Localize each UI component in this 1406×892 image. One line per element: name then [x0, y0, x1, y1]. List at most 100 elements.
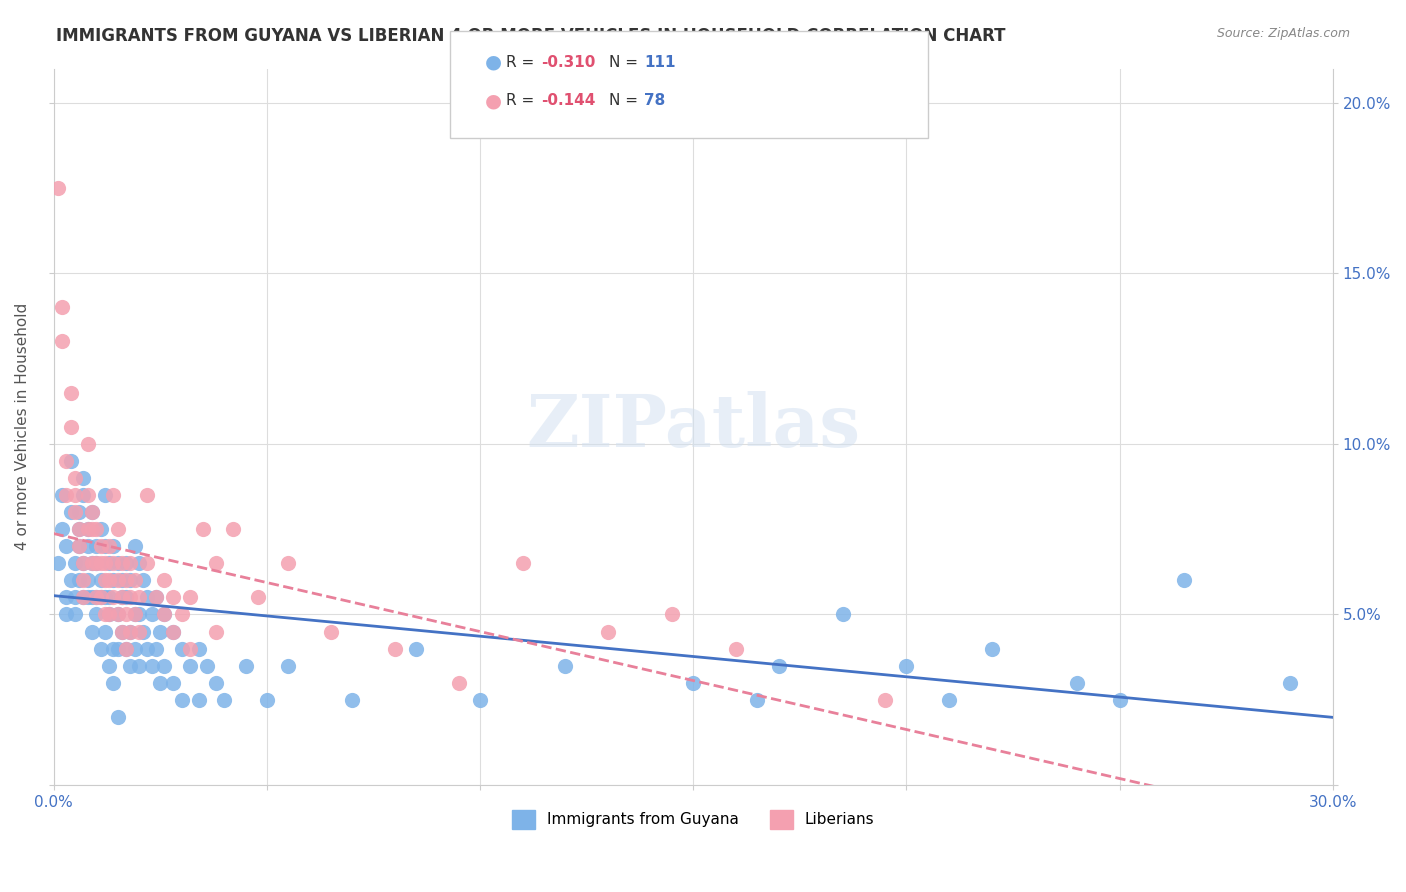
Point	[98, 539, 121, 553]
Point	[59, 505, 82, 519]
Point	[768, 658, 790, 673]
Legend: Immigrants from Guyana, Liberians: Immigrants from Guyana, Liberians	[506, 804, 880, 835]
Point	[115, 641, 138, 656]
Point	[72, 556, 94, 570]
Point	[107, 574, 129, 588]
Point	[103, 488, 125, 502]
Point	[94, 539, 117, 553]
Point	[153, 658, 176, 673]
Point	[84, 591, 107, 605]
Point	[98, 591, 121, 605]
Point	[204, 624, 226, 639]
Point	[76, 522, 98, 536]
Point	[98, 607, 121, 622]
Point	[128, 556, 150, 570]
Point	[145, 591, 167, 605]
Text: N =: N =	[609, 55, 643, 70]
Text: ●: ●	[485, 53, 502, 72]
Point	[51, 488, 73, 502]
Point	[120, 591, 142, 605]
Text: -0.144: -0.144	[541, 94, 596, 108]
Point	[72, 591, 94, 605]
Point	[55, 488, 77, 502]
Point	[84, 591, 107, 605]
Point	[63, 591, 86, 605]
Point	[120, 624, 142, 639]
Point	[111, 591, 134, 605]
Point	[141, 658, 163, 673]
Point	[55, 454, 77, 468]
Point	[67, 574, 90, 588]
Point	[724, 641, 747, 656]
Point	[67, 522, 90, 536]
Point	[124, 641, 146, 656]
Text: Source: ZipAtlas.com: Source: ZipAtlas.com	[1216, 27, 1350, 40]
Text: ●: ●	[485, 91, 502, 111]
Text: -0.310: -0.310	[541, 55, 596, 70]
Point	[67, 539, 90, 553]
Point	[120, 574, 142, 588]
Point	[59, 574, 82, 588]
Point	[80, 505, 103, 519]
Point	[1279, 675, 1302, 690]
Point	[63, 556, 86, 570]
Point	[89, 539, 111, 553]
Point	[204, 675, 226, 690]
Point	[76, 437, 98, 451]
Point	[107, 522, 129, 536]
Point	[1173, 574, 1195, 588]
Point	[84, 607, 107, 622]
Point	[212, 693, 235, 707]
Point	[447, 675, 470, 690]
Text: 78: 78	[644, 94, 665, 108]
Point	[46, 181, 69, 195]
Point	[107, 607, 129, 622]
Point	[187, 693, 209, 707]
Point	[136, 556, 159, 570]
Point	[103, 641, 125, 656]
Point	[111, 574, 134, 588]
Point	[84, 556, 107, 570]
Point	[107, 641, 129, 656]
Point	[67, 505, 90, 519]
Point	[179, 591, 201, 605]
Point	[831, 607, 853, 622]
Point	[1066, 675, 1088, 690]
Point	[89, 522, 111, 536]
Point	[103, 591, 125, 605]
Point	[80, 505, 103, 519]
Point	[94, 488, 117, 502]
Text: IMMIGRANTS FROM GUYANA VS LIBERIAN 4 OR MORE VEHICLES IN HOUSEHOLD CORRELATION C: IMMIGRANTS FROM GUYANA VS LIBERIAN 4 OR …	[56, 27, 1005, 45]
Point	[747, 693, 769, 707]
Point	[107, 607, 129, 622]
Point	[76, 539, 98, 553]
Point	[170, 641, 193, 656]
Point	[76, 488, 98, 502]
Point	[89, 556, 111, 570]
Point	[80, 556, 103, 570]
Point	[94, 624, 117, 639]
Point	[76, 522, 98, 536]
Point	[80, 556, 103, 570]
Point	[124, 539, 146, 553]
Point	[132, 574, 155, 588]
Point	[153, 574, 176, 588]
Point	[94, 607, 117, 622]
Point	[128, 591, 150, 605]
Point	[80, 522, 103, 536]
Point	[162, 591, 184, 605]
Point	[111, 556, 134, 570]
Point	[84, 556, 107, 570]
Point	[89, 641, 111, 656]
Point	[170, 693, 193, 707]
Point	[115, 607, 138, 622]
Point	[107, 710, 129, 724]
Point	[132, 624, 155, 639]
Point	[98, 658, 121, 673]
Point	[89, 591, 111, 605]
Point	[76, 574, 98, 588]
Point	[277, 556, 299, 570]
Point	[63, 488, 86, 502]
Point	[145, 641, 167, 656]
Point	[170, 607, 193, 622]
